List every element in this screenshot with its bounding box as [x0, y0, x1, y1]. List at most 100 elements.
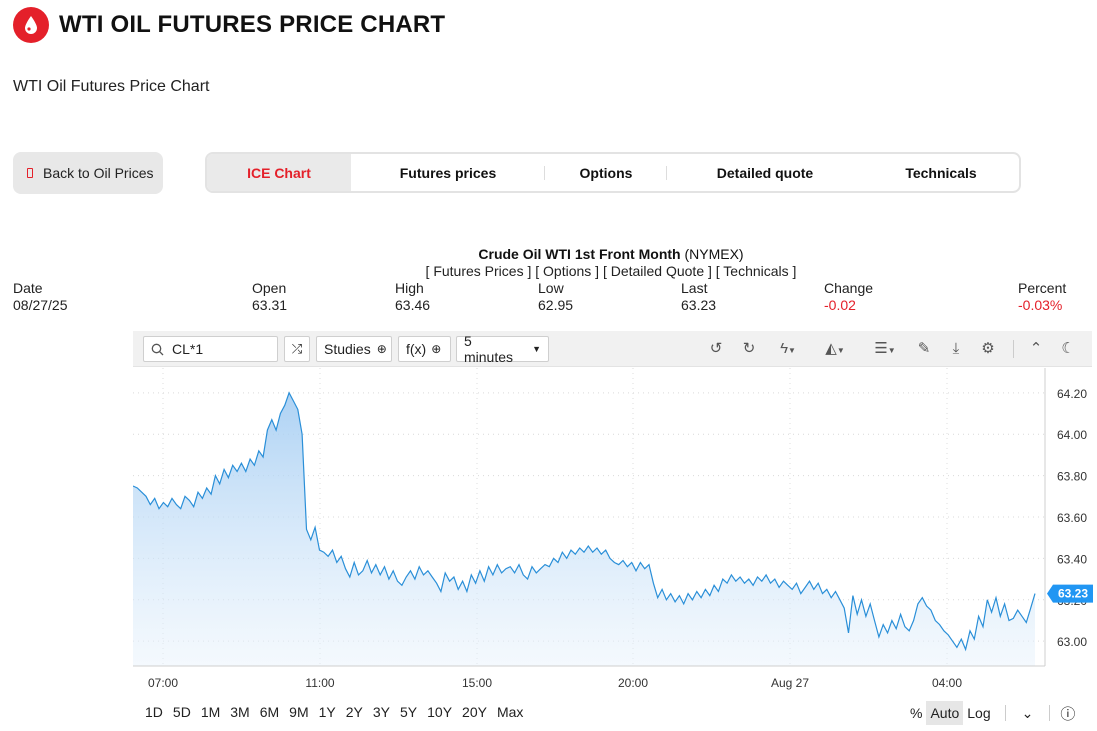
y-tick-label: 63.40	[1057, 552, 1087, 566]
studies-button[interactable]: Studies ⊕	[316, 336, 392, 362]
tab-divider	[544, 166, 545, 180]
compare-button[interactable]: ⤮	[284, 336, 310, 362]
shuffle-icon: ⤮	[291, 341, 303, 356]
symbol-value: CL*1	[172, 341, 204, 357]
range-button-6m[interactable]: 6M	[259, 704, 280, 720]
last-value: 63.23	[681, 297, 717, 313]
events-menu-icon[interactable]: ϟ▼	[780, 340, 796, 357]
last-price-label: 63.23	[1058, 587, 1088, 601]
tab-divider	[666, 166, 667, 180]
interval-select[interactable]: 5 minutes ▼	[456, 333, 549, 365]
instrument-name: Crude Oil WTI 1st Front Month	[478, 246, 681, 262]
interval-value: 5 minutes	[464, 333, 514, 365]
collapse-up-icon[interactable]: ⌃	[1029, 340, 1043, 357]
range-button-20y[interactable]: 20Y	[462, 704, 487, 720]
tab-label: ICE Chart	[247, 164, 311, 181]
layout-menu-icon[interactable]: ☰▼	[874, 340, 896, 357]
price-series-line	[133, 391, 1036, 652]
low-label: Low	[538, 280, 564, 296]
tab-label: Detailed quote	[716, 164, 814, 181]
range-button-5d[interactable]: 5D	[172, 704, 191, 720]
price-area-fill	[133, 392, 1035, 666]
page-title: WTI OIL FUTURES PRICE CHART	[59, 11, 446, 38]
exchange-label: (NYMEX)	[684, 246, 744, 262]
quote-links[interactable]: [ Futures Prices ] [ Options ] [ Detaile…	[425, 263, 797, 279]
pencil-icon[interactable]: ✎	[917, 340, 931, 357]
tab-ice-chart[interactable]: ICE Chart	[207, 154, 351, 191]
range-selector: 1D 5D 1M 3M 6M 9M 1Y 2Y 3Y 5Y 10Y 20Y Max	[140, 704, 528, 720]
plus-circle-icon: ⊕	[431, 342, 442, 356]
high-value: 63.46	[395, 297, 431, 313]
toolbar-divider	[1013, 340, 1014, 358]
y-tick-label: 63.60	[1057, 511, 1087, 525]
range-button-max[interactable]: Max	[496, 704, 524, 720]
page-subtitle: WTI Oil Futures Price Chart	[13, 78, 210, 95]
last-price-badge	[1047, 584, 1093, 603]
fx-label: f(x)	[406, 341, 427, 357]
x-tick-label: 11:00	[305, 676, 334, 690]
range-button-3y[interactable]: 3Y	[372, 704, 390, 720]
tab-label: Options	[579, 164, 633, 181]
caret-down-icon: ▼	[532, 344, 541, 354]
y-tick-label: 64.20	[1057, 387, 1087, 401]
y-tick-label: 63.80	[1057, 470, 1087, 484]
range-button-3m[interactable]: 3M	[230, 704, 250, 720]
tab-label: Technicals	[905, 164, 977, 181]
back-button-label: Back to Oil Prices	[43, 165, 154, 181]
range-button-5y[interactable]: 5Y	[400, 704, 418, 720]
change-value: -0.02	[824, 297, 856, 313]
high-label: High	[395, 280, 424, 296]
change-label: Change	[824, 280, 874, 296]
percent-label: Percent	[1018, 280, 1067, 296]
scale-percent-button[interactable]: %	[910, 705, 923, 721]
range-button-1m[interactable]: 1M	[200, 704, 221, 720]
help-icon[interactable]: ⓘ	[1060, 705, 1076, 723]
scale-divider	[1049, 705, 1051, 721]
redo-icon[interactable]: ↻	[742, 340, 756, 357]
tab-label: Futures prices	[399, 164, 497, 181]
x-tick-label: 15:00	[462, 676, 492, 690]
price-chart[interactable]: 64.2064.0063.8063.6063.4063.2063.0007:00…	[133, 368, 1097, 694]
chart-tabs: ICE Chart Futures prices Options Detaile…	[205, 152, 1021, 193]
tab-technicals[interactable]: Technicals	[863, 154, 1019, 191]
gear-icon[interactable]: ⚙	[981, 340, 995, 357]
range-button-10y[interactable]: 10Y	[427, 704, 453, 720]
open-label: Open	[252, 280, 287, 296]
tab-detailed-quote[interactable]: Detailed quote	[667, 154, 863, 191]
scale-divider	[1004, 705, 1006, 721]
collapse-down-icon[interactable]: ⌄	[1021, 704, 1034, 721]
scale-auto-button[interactable]: Auto	[926, 701, 964, 725]
x-tick-label: 20:00	[618, 676, 648, 690]
fx-button[interactable]: f(x) ⊕	[398, 336, 451, 362]
x-tick-label: Aug 27	[771, 676, 809, 690]
plus-circle-icon: ⊕	[376, 342, 387, 356]
last-label: Last	[681, 280, 708, 296]
chart-toolbar: CL*1 ⤮ Studies ⊕ f(x) ⊕ 5 minutes ▼ ↺ ↻ …	[133, 331, 1092, 367]
range-button-2y[interactable]: 2Y	[345, 704, 363, 720]
quote-header: Crude Oil WTI 1st Front Month (NYMEX)	[0, 246, 1097, 262]
brand-logo-icon	[13, 7, 49, 43]
search-icon	[151, 343, 164, 355]
chart-type-menu-icon[interactable]: ◭▼	[825, 340, 845, 357]
tab-futures-prices[interactable]: Futures prices	[351, 154, 545, 191]
back-icon	[27, 168, 33, 178]
date-label: Date	[13, 280, 43, 296]
range-button-9m[interactable]: 9M	[289, 704, 309, 720]
percent-value: -0.03%	[1018, 297, 1063, 313]
back-to-oil-prices-button[interactable]: Back to Oil Prices	[13, 152, 163, 194]
undo-icon[interactable]: ↺	[709, 340, 723, 357]
date-value: 08/27/25	[13, 297, 68, 313]
scale-log-button[interactable]: Log	[967, 705, 991, 721]
moon-icon[interactable]: ☾	[1061, 340, 1075, 357]
tab-options[interactable]: Options	[545, 154, 667, 191]
low-value: 62.95	[538, 297, 574, 313]
y-tick-label: 63.00	[1057, 635, 1087, 649]
x-tick-label: 07:00	[148, 676, 178, 690]
range-button-1y[interactable]: 1Y	[318, 704, 336, 720]
range-button-1d[interactable]: 1D	[145, 704, 163, 720]
download-icon[interactable]: ⤓	[952, 340, 960, 357]
scale-selector: % Auto Log ⌄ ⓘ	[906, 700, 1075, 726]
studies-label: Studies	[324, 341, 371, 357]
symbol-search-input[interactable]: CL*1	[143, 336, 278, 362]
y-tick-label: 64.00	[1057, 428, 1087, 442]
